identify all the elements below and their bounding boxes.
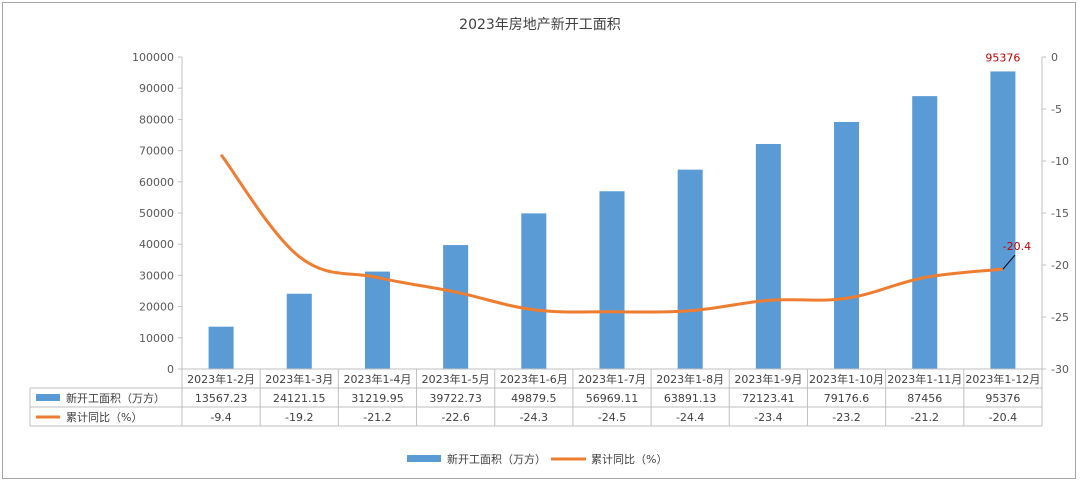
legend-label: 新开工面积（万方） [447, 452, 546, 466]
table-cell-value: 79176.6 [824, 392, 870, 405]
table-cell-value: -21.2 [910, 411, 938, 424]
bar-new-construction-area [990, 71, 1016, 369]
table-series-name: 新开工面积（万方） [66, 391, 165, 405]
left-axis-tick-label: 70000 [139, 145, 174, 158]
table-category-label: 2023年1-12月 [965, 372, 1040, 386]
left-axis-tick-label: 60000 [139, 176, 174, 189]
line-label-leader [1002, 254, 1016, 270]
right-axis-tick-label: -10 [1051, 155, 1069, 168]
left-axis-tick-label: 30000 [139, 269, 174, 282]
table-category-label: 2023年1-3月 [265, 372, 333, 386]
table-cell-value: 49879.5 [511, 392, 557, 405]
bar-new-construction-area [364, 271, 390, 369]
bar-new-construction-area [755, 143, 781, 369]
table-series-name: 累计同比（%） [66, 411, 142, 424]
right-axis-tick-label: -5 [1051, 103, 1062, 116]
table-legend-swatch-bar [36, 394, 60, 401]
table-cell-value: 13567.23 [195, 392, 248, 405]
table-category-label: 2023年1-2月 [187, 372, 255, 386]
table-cell-value: -24.4 [676, 411, 704, 424]
table-category-label: 2023年1-9月 [734, 372, 802, 386]
line-data-label: -20.4 [1003, 240, 1031, 253]
line-yoy-change [219, 153, 1004, 314]
table-cell-value: 24121.15 [273, 392, 326, 405]
table-cell-value: -20.4 [989, 411, 1017, 424]
table-cell-value: -21.2 [363, 411, 391, 424]
bar-new-construction-area [521, 213, 547, 369]
data-table: 2023年1-2月 2023年1-3月 2023年1-4月 2023年1-5月 2023… [29, 368, 1043, 427]
table-category-label: 2023年1-6月 [500, 372, 568, 386]
table-cell-value: -23.4 [754, 411, 782, 424]
table-cell-value: 63891.13 [664, 392, 717, 405]
plot-area: 0 10000 20000 30000 40000 50000 60000 70000 8000… [132, 51, 1069, 376]
bar-new-construction-area [443, 245, 469, 369]
bar-new-construction-area [834, 121, 860, 369]
left-axis-tick-label: 20000 [139, 301, 174, 314]
legend-label: 累计同比（%） [591, 453, 667, 466]
table-cell-value: 31219.95 [351, 392, 404, 405]
bar-new-construction-area [677, 169, 703, 369]
right-axis-tick-label: 0 [1051, 51, 1058, 64]
table-cell-value: 95376 [985, 392, 1020, 405]
table-category-label: 2023年1-8月 [656, 372, 724, 386]
bar-new-construction-area [599, 191, 625, 369]
left-axis-tick-label: 40000 [139, 238, 174, 251]
bar-new-construction-area [912, 96, 938, 370]
bar-data-label: 95376 [985, 51, 1020, 64]
table-cell-value: -9.4 [210, 411, 231, 424]
legend-swatch-bar [407, 455, 441, 462]
right-axis-tick-label: -25 [1051, 311, 1069, 324]
bar-new-construction-area [286, 293, 312, 369]
table-category-label: 2023年1-11月 [887, 372, 962, 386]
right-axis-tick-label: -30 [1051, 363, 1069, 376]
table-cell-value: -23.2 [832, 411, 860, 424]
table-cell-value: -19.2 [285, 411, 313, 424]
chart-title: 2023年房地产新开工面积 [459, 17, 621, 33]
table-category-label: 2023年1-10月 [809, 372, 884, 386]
left-axis-tick-label: 50000 [139, 207, 174, 220]
table-cell-value: 39722.73 [429, 392, 482, 405]
legend: 新开工面积（万方） 累计同比（%） [407, 452, 667, 466]
left-axis-tick-label: 10000 [139, 332, 174, 345]
left-axis-tick-label: 90000 [139, 82, 174, 95]
left-axis-tick-label: 80000 [139, 113, 174, 126]
table-category-label: 2023年1-5月 [422, 372, 490, 386]
table-cell-value: 56969.11 [586, 392, 639, 405]
table-cell-value: -22.6 [441, 411, 469, 424]
table-cell-value: -24.3 [520, 411, 548, 424]
table-category-label: 2023年1-4月 [343, 372, 411, 386]
right-axis-tick-label: -15 [1051, 207, 1069, 220]
table-category-label: 2023年1-7月 [578, 372, 646, 386]
right-axis-tick-label: -20 [1051, 259, 1069, 272]
table-cell-value: 72123.41 [742, 392, 795, 405]
bar-new-construction-area [208, 326, 234, 369]
left-axis-tick-label: 0 [167, 363, 174, 376]
table-cell-value: -24.5 [598, 411, 626, 424]
table-cell-value: 87456 [907, 392, 942, 405]
left-axis-tick-label: 100000 [132, 51, 174, 64]
